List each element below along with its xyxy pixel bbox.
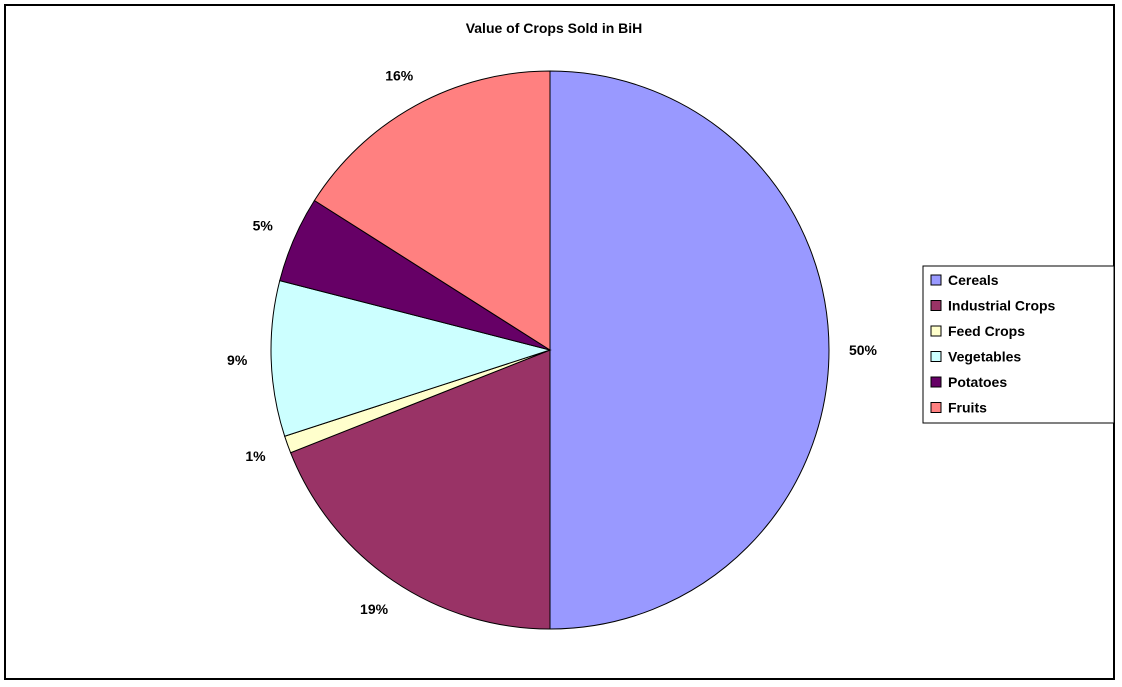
slice-label-industrial-crops: 19%	[360, 601, 389, 617]
pie-slice-vegetables	[270, 280, 552, 437]
legend-label-vegetables: Vegetables	[948, 349, 1021, 365]
legend-label-fruits: Fruits	[948, 400, 987, 416]
pie-slice-industrial-crops	[289, 349, 551, 630]
slice-label-feed-crops: 1%	[245, 448, 266, 464]
legend: Cereals Industrial Crops Feed Crops Vegetab…	[922, 265, 1115, 424]
pie-slice-cereals	[549, 70, 830, 630]
legend-swatch-feed-crops	[930, 325, 942, 337]
legend-label-industrial-crops: Industrial Crops	[948, 298, 1056, 314]
slice-label-cereals: 50%	[849, 342, 878, 358]
slice-label-vegetables: 9%	[227, 352, 248, 368]
slice-label-fruits: 16%	[385, 68, 414, 84]
legend-swatch-fruits	[930, 402, 942, 413]
pie-slices	[270, 70, 830, 630]
pie-slice-fruits	[313, 70, 551, 351]
chart-title: Value of Crops Sold in BiH	[466, 20, 643, 36]
legend-label-potatoes: Potatoes	[948, 374, 1007, 390]
legend-swatch-industrial-crops	[930, 300, 942, 311]
legend-swatch-potatoes	[930, 376, 942, 388]
legend-label-feed-crops: Feed Crops	[948, 323, 1025, 339]
legend-label-cereals: Cereals	[948, 272, 999, 288]
slice-labels: 50% 19% 1% 9% 5% 16%	[227, 68, 878, 617]
legend-box	[922, 265, 1115, 424]
legend-swatch-cereals	[930, 274, 942, 286]
legend-swatch-vegetables	[930, 351, 942, 362]
slice-label-potatoes: 5%	[253, 218, 274, 234]
